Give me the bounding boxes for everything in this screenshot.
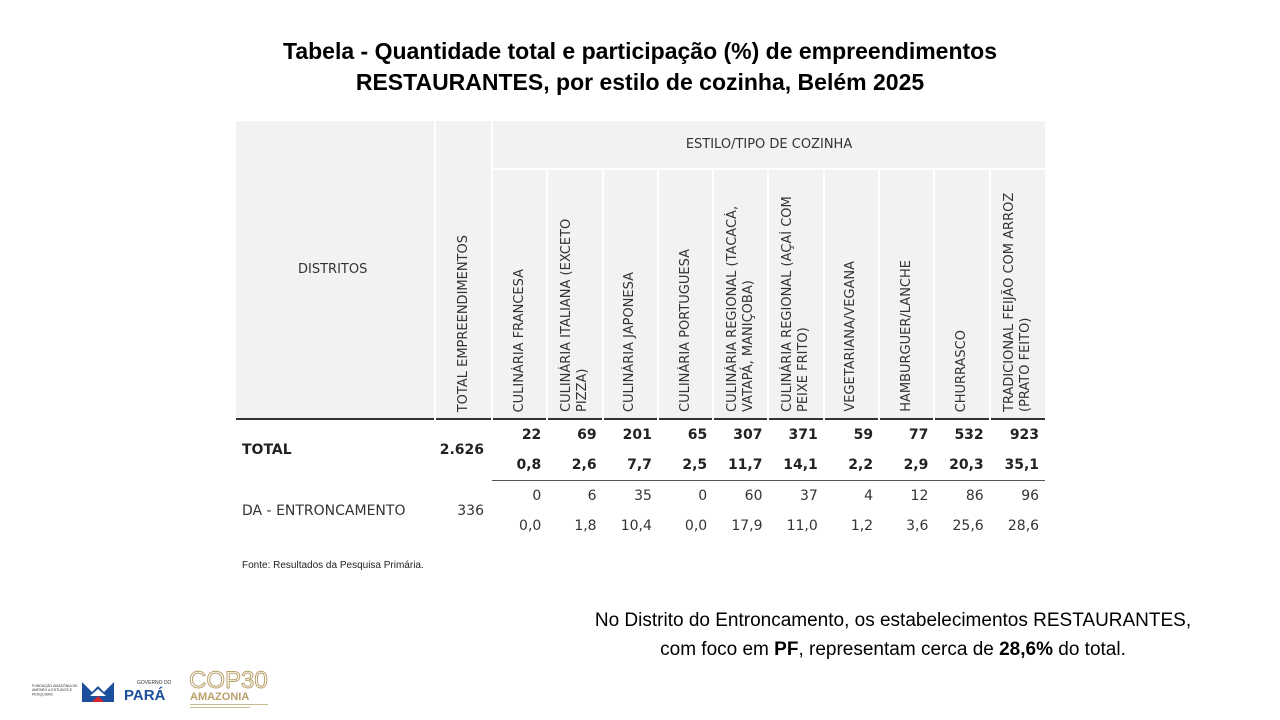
summary-line-2: com foco em PF, representam cerca de 28,…: [660, 639, 1126, 660]
percent-cell: 2,6: [547, 450, 603, 481]
count-cell: 4: [864, 488, 874, 504]
category-header: CHURRASCO: [934, 169, 991, 419]
count-cell: 59: [853, 427, 874, 443]
percent-cell: 0,0: [684, 518, 708, 534]
percent-cell: 2,5: [657, 450, 714, 481]
percent-cell: 11,0: [786, 518, 818, 534]
percent-cell: 1,2: [850, 518, 874, 534]
count-cell: 923: [1009, 427, 1040, 443]
percent-highlight: 28,6%: [999, 639, 1053, 660]
restaurants-table: DISTRITOS TOTAL EMPREENDIMENTOS ESTILO/T…: [236, 121, 1046, 541]
percent-cell: 25,6: [952, 518, 984, 534]
table-row: TOTAL 2.626 22 69 201 65 307 371 59 77 532 923: [236, 419, 1045, 458]
table-row: 0,8 2,6 7,7 2,5 11,7 14,1 2,2 2,9 20,3 35,1: [236, 450, 1046, 481]
count-cell: 69: [577, 427, 597, 443]
percent-cell: 10,4: [620, 518, 652, 534]
percent-cell: 7,7: [602, 450, 658, 481]
districts-header: DISTRITOS: [236, 121, 436, 419]
percent-cell: 3,6: [906, 518, 929, 534]
percent-cell: 17,9: [731, 518, 763, 534]
percent-cell: 0,0: [519, 518, 542, 534]
category-header: CULINÁRIA ITALIANA (EXCETO PIZZA): [547, 169, 604, 419]
category-header: CULINÁRIA PORTUGUESA: [657, 169, 715, 419]
cuisine-group-header: ESTILO/TIPO DE COZINHA: [492, 121, 1046, 170]
amazonia-text: AMAZONIA: [190, 691, 249, 703]
percent-cell: 2,9: [879, 450, 935, 481]
percent-cell: 20,3: [934, 450, 990, 481]
category-header: VEGETARIANA/VEGANA: [823, 169, 881, 419]
count-cell: 65: [687, 427, 708, 443]
count-cell: 12: [910, 488, 929, 504]
title-line-2: RESTAURANTES, por estilo de cozinha, Bel…: [355, 69, 925, 95]
summary-line-1: No Distrito do Entroncamento, os estabel…: [594, 610, 1192, 631]
category-header: CULINÁRIA REGIONAL (TACACÁ, VATAPÁ, MANI…: [713, 169, 770, 419]
count-cell: 0: [698, 488, 708, 504]
count-cell: 86: [965, 488, 984, 504]
count-cell: 77: [908, 427, 929, 443]
count-cell: 307: [733, 427, 763, 443]
para-text: PARÁ: [124, 687, 166, 704]
table-row: 0,0 1,8 10,4 0,0 17,9 11,0 1,2 3,6 25,6 28,6: [236, 511, 1045, 541]
category-header: CULINÁRIA FRANCESA: [492, 169, 549, 419]
percent-cell: 1,8: [574, 518, 597, 534]
source-note: Fonte: Resultados da Pesquisa Primária.: [242, 560, 424, 571]
cop30-amazonia-logo: COP30 AMAZONIA: [189, 667, 268, 708]
count-cell: 96: [1021, 488, 1040, 504]
district-total: 2.626: [439, 442, 484, 459]
category-header: HAMBURGUER/LANCHE: [879, 169, 936, 419]
percent-cell: 28,6: [1007, 518, 1040, 534]
pf-highlight: PF: [774, 639, 799, 660]
category-header: CULINÁRIA REGIONAL (AÇAÍ COM PEIXE FRITO…: [768, 169, 825, 419]
fapespa-text: FUNDAÇÃO AMAZÔNIA DE AMPARO A ESTUDOS E …: [32, 683, 79, 696]
district-total: 336: [457, 502, 484, 519]
count-cell: 37: [799, 488, 818, 504]
percent-cell: 35,1: [989, 450, 1046, 481]
table-row: DA - ENTRONCAMENTO 336 0 6 35 0 60 37 4 12 86 96: [236, 481, 1045, 519]
district-name: TOTAL: [242, 442, 292, 459]
count-cell: 201: [622, 427, 652, 443]
count-cell: 35: [634, 488, 652, 504]
percent-cell: 0,8: [492, 450, 548, 481]
count-cell: 6: [587, 488, 597, 504]
count-cell: 22: [521, 427, 542, 443]
count-cell: 60: [744, 488, 763, 504]
slide-title: Tabela - Quantidade total e participação…: [0, 36, 1280, 98]
governo-para-logo: FUNDAÇÃO AMAZÔNIA DE AMPARO A ESTUDOS E …: [32, 680, 172, 704]
governo-do-text: GOVERNO DO: [137, 680, 172, 686]
count-cell: 532: [954, 427, 984, 443]
title-line-1: Tabela - Quantidade total e participação…: [283, 38, 997, 64]
percent-cell: 11,7: [713, 450, 769, 481]
total-header: TOTAL EMPREENDIMENTOS: [435, 121, 493, 419]
count-cell: 371: [788, 427, 818, 443]
count-cell: 0: [532, 488, 542, 504]
category-header: CULINÁRIA JAPONESA: [602, 169, 659, 419]
summary-note: No Distrito do Entroncamento, os estabel…: [560, 606, 1226, 664]
district-name: DA - ENTRONCAMENTO: [242, 502, 406, 519]
category-header: TRADICIONAL FEIJÃO COM ARROZ (PRATO FEIT…: [989, 169, 1046, 419]
cop30-text: COP30: [189, 667, 268, 694]
percent-cell: 2,2: [823, 450, 880, 481]
percent-cell: 14,1: [768, 450, 824, 481]
